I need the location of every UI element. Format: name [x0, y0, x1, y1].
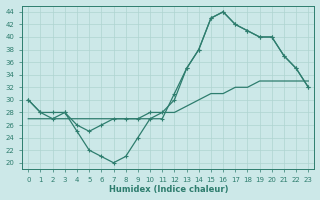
X-axis label: Humidex (Indice chaleur): Humidex (Indice chaleur) — [108, 185, 228, 194]
